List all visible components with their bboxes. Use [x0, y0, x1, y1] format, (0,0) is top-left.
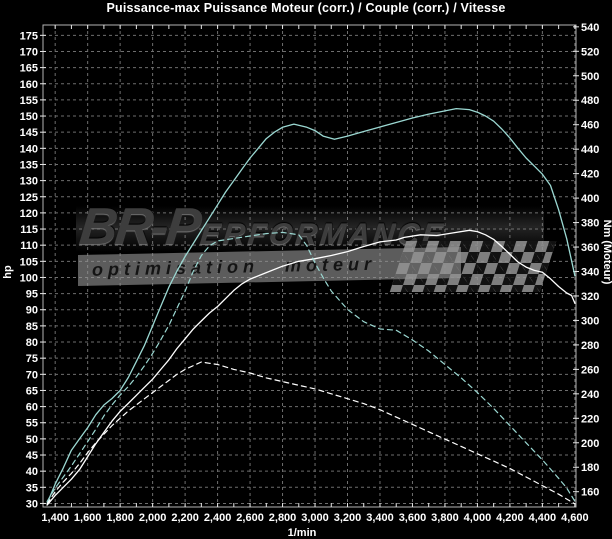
- y-right-tick-label: 260: [581, 364, 599, 376]
- y-left-tick-label: 75: [26, 353, 38, 365]
- x-tick-label: 3,600: [399, 512, 427, 524]
- x-tick-label: 2,200: [171, 512, 199, 524]
- y-left-tick-label: 55: [26, 418, 38, 430]
- x-tick-label: 3,200: [334, 512, 362, 524]
- x-tick-label: 2,800: [269, 512, 297, 524]
- x-tick-label: 4,200: [496, 512, 524, 524]
- y-left-tick-label: 95: [26, 289, 38, 301]
- y-right-tick-label: 340: [581, 267, 599, 279]
- y-right-tick-label: 380: [581, 218, 599, 230]
- y-right-tick-label: 500: [581, 71, 599, 83]
- y-right-tick-label: 240: [581, 389, 599, 401]
- series-torque-high: [46, 231, 578, 505]
- y-left-tick-label: 35: [26, 482, 38, 494]
- y-left-tick-label: 155: [20, 95, 38, 107]
- y-left-tick-label: 115: [20, 224, 38, 236]
- x-tick-label: 3,800: [431, 512, 459, 524]
- y-right-tick-label: 220: [581, 413, 599, 425]
- x-tick-label: 3,000: [301, 512, 329, 524]
- y-left-tick-label: 145: [20, 127, 38, 139]
- y-left-tick-label: 90: [26, 305, 38, 317]
- x-axis-title: 1/min: [288, 527, 317, 539]
- y-right-tick-label: 540: [581, 22, 599, 34]
- x-tick-label: 2,600: [236, 512, 264, 524]
- y-right-tick-label: 300: [581, 315, 599, 327]
- x-tick-label: 1,600: [74, 512, 102, 524]
- x-tick-label: 2,400: [204, 512, 232, 524]
- y-left-axis-title: hp: [2, 265, 14, 279]
- y-left-tick-label: 45: [26, 450, 38, 462]
- x-tick-label: 3,400: [366, 512, 394, 524]
- y-left-tick-label: 150: [20, 111, 38, 123]
- x-tick-label: 1,400: [41, 512, 69, 524]
- y-right-tick-label: 180: [581, 462, 599, 474]
- series-power-low: [46, 229, 576, 506]
- y-left-tick-label: 175: [20, 30, 38, 42]
- x-tick-label: 4,600: [561, 512, 589, 524]
- y-left-tick-label: 85: [26, 321, 38, 333]
- y-left-tick-label: 65: [26, 385, 38, 397]
- x-tick-label: 1,800: [106, 512, 134, 524]
- x-tick-label: 2,000: [139, 512, 167, 524]
- y-right-tick-label: 440: [581, 144, 599, 156]
- y-left-tick-label: 140: [20, 143, 38, 155]
- y-right-tick-label: 280: [581, 340, 599, 352]
- x-tick-label: 4,000: [464, 512, 492, 524]
- y-left-tick-label: 40: [26, 466, 38, 478]
- y-left-tick-label: 125: [20, 192, 38, 204]
- y-right-tick-label: 460: [581, 120, 599, 132]
- y-left-tick-label: 120: [20, 208, 38, 220]
- y-left-tick-label: 130: [20, 176, 38, 188]
- y-left-tick-label: 170: [20, 46, 38, 58]
- y-right-tick-label: 200: [581, 438, 599, 450]
- y-right-tick-label: 360: [581, 242, 599, 254]
- y-left-tick-label: 135: [20, 159, 38, 171]
- y-left-tick-label: 100: [20, 272, 38, 284]
- y-left-tick-label: 110: [20, 240, 38, 252]
- y-right-tick-label: 480: [581, 95, 599, 107]
- y-right-axis-title: Nm (Moteur): [601, 220, 612, 285]
- y-right-tick-label: 160: [581, 487, 599, 499]
- y-right-tick-label: 520: [581, 46, 599, 58]
- y-left-tick-label: 50: [26, 434, 38, 446]
- y-right-tick-label: 400: [581, 193, 599, 205]
- y-left-tick-label: 70: [26, 369, 38, 381]
- y-left-tick-label: 105: [20, 256, 38, 268]
- chart-title: Puissance-max Puissance Moteur (corr.) /…: [106, 1, 506, 15]
- y-left-tick-label: 30: [26, 498, 38, 510]
- plot-border: [42, 24, 577, 508]
- series-power-high: [46, 107, 576, 505]
- x-tick-label: 4,400: [529, 512, 557, 524]
- y-left-tick-label: 80: [26, 337, 38, 349]
- y-right-tick-label: 420: [581, 169, 599, 181]
- y-left-tick-label: 160: [20, 79, 38, 91]
- y-left-tick-label: 60: [26, 402, 38, 414]
- y-right-tick-label: 320: [581, 291, 599, 303]
- series-torque-low: [46, 361, 576, 505]
- y-left-tick-label: 165: [20, 63, 38, 75]
